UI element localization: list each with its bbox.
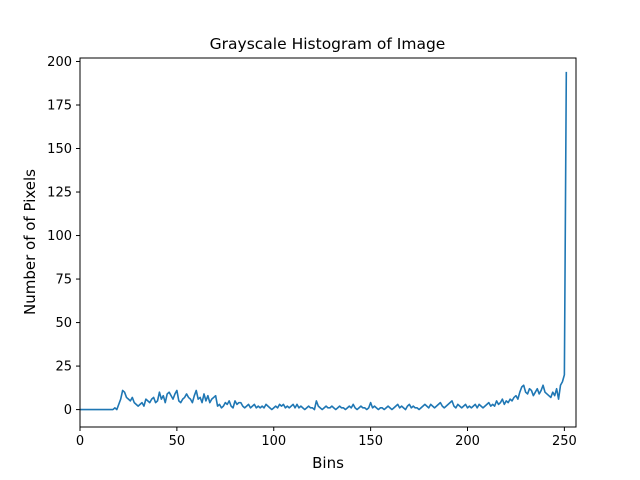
- y-tick-label: 125: [47, 186, 72, 201]
- y-tick-label: 0: [64, 403, 72, 418]
- x-tick-label: 50: [169, 434, 186, 449]
- x-tick-label: 150: [358, 434, 383, 449]
- y-tick-label: 50: [55, 316, 72, 331]
- y-tick-label: 100: [47, 229, 72, 244]
- x-tick-label: 0: [76, 434, 84, 449]
- plot-frame: [79, 57, 577, 428]
- y-tick-label: 25: [55, 360, 72, 375]
- y-tick-label: 150: [47, 142, 72, 157]
- x-tick-label: 100: [261, 434, 286, 449]
- x-axis-label: Bins: [312, 454, 344, 472]
- y-axis: 0 25 50 75 100 125 150 175 200: [47, 55, 80, 418]
- histogram-line-series: [80, 71, 568, 411]
- plot-area: [80, 71, 568, 411]
- y-tick-label: 75: [55, 273, 72, 288]
- x-tick-label: 200: [455, 434, 480, 449]
- x-axis: 0 50 100 150 200 250: [76, 427, 577, 449]
- chart-title: Grayscale Histogram of Image: [210, 35, 446, 53]
- y-tick-label: 200: [47, 55, 72, 70]
- x-tick-label: 250: [552, 434, 577, 449]
- y-tick-label: 175: [47, 98, 72, 113]
- y-axis-label: Number of of Pixels: [21, 169, 39, 315]
